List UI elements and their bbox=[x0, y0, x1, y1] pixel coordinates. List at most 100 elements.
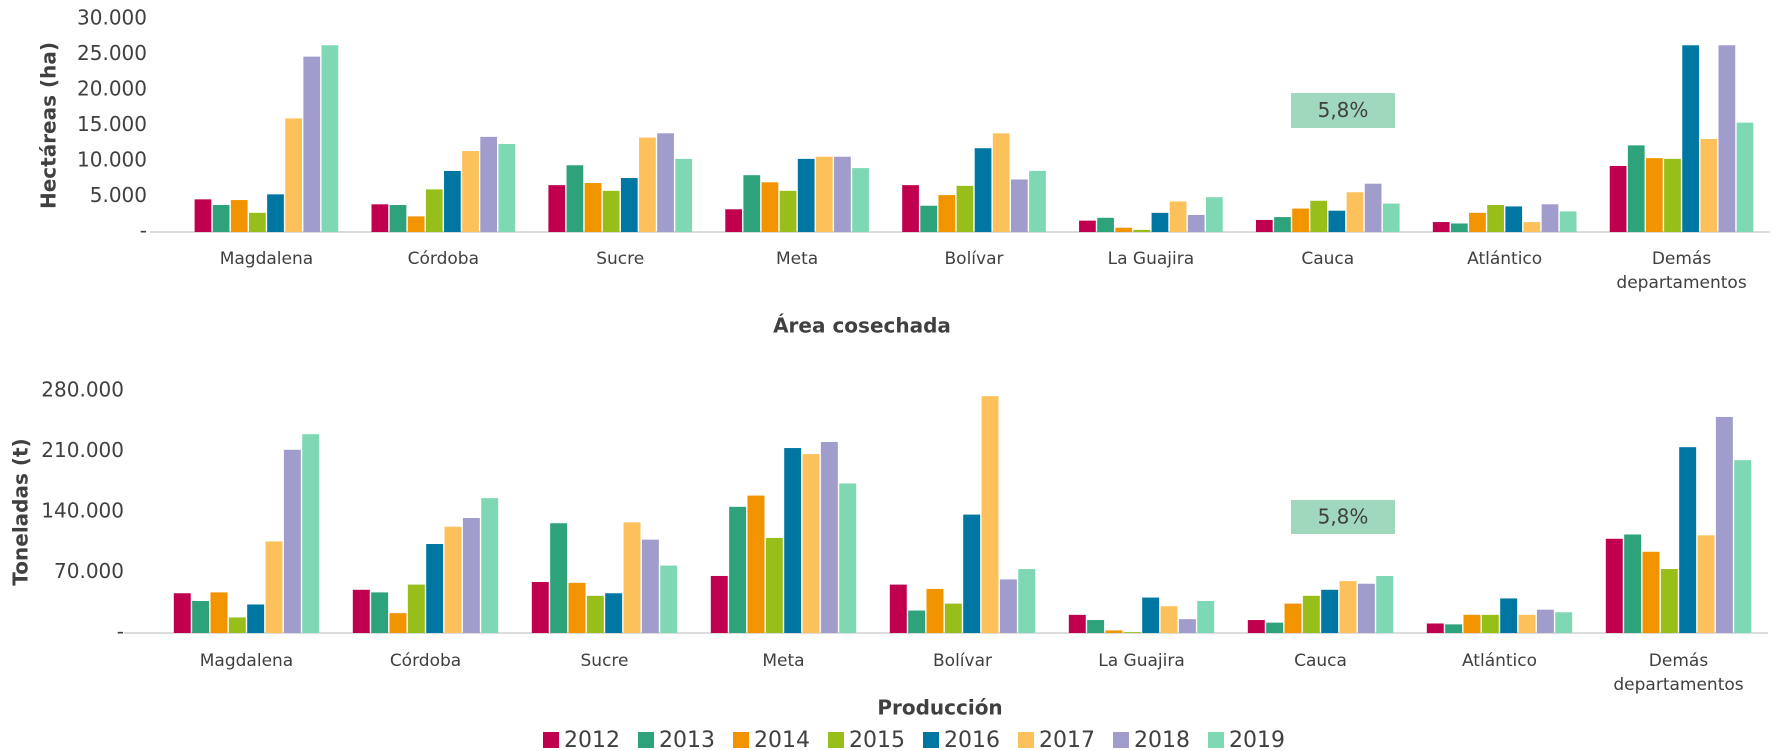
bar bbox=[623, 522, 641, 633]
bar bbox=[1642, 551, 1660, 633]
x-tick-label: Bolívar bbox=[944, 249, 1004, 269]
bar bbox=[1518, 614, 1536, 633]
bar bbox=[212, 205, 230, 232]
bar bbox=[371, 592, 389, 633]
bar bbox=[1266, 622, 1284, 633]
legend-label: 2013 bbox=[659, 728, 715, 751]
bar bbox=[1205, 197, 1223, 232]
legend-label: 2018 bbox=[1134, 728, 1190, 751]
x-tick-label: Sucre bbox=[596, 249, 645, 269]
bar bbox=[1274, 217, 1291, 232]
legend-swatch bbox=[638, 732, 654, 748]
bar bbox=[1097, 217, 1114, 232]
bar bbox=[1500, 598, 1518, 633]
bar bbox=[1029, 170, 1046, 232]
bar bbox=[586, 595, 604, 633]
legend-swatch bbox=[733, 732, 749, 748]
bar bbox=[1178, 619, 1196, 633]
bar bbox=[444, 170, 461, 232]
bar bbox=[1697, 535, 1715, 633]
bar bbox=[920, 205, 938, 232]
bar bbox=[908, 610, 926, 633]
bar bbox=[1682, 45, 1699, 232]
bar bbox=[1700, 138, 1718, 232]
bar bbox=[820, 441, 838, 633]
bar bbox=[1664, 158, 1681, 232]
bar bbox=[1555, 612, 1573, 633]
bar bbox=[1133, 229, 1151, 232]
bar bbox=[1660, 569, 1678, 633]
bar bbox=[1541, 204, 1559, 232]
annotation: 5,8% bbox=[1318, 98, 1369, 122]
x-tick-label: Meta bbox=[762, 651, 805, 671]
bar bbox=[1609, 165, 1627, 232]
bar bbox=[1310, 200, 1328, 232]
y-tick-label: 20.000 bbox=[77, 77, 147, 101]
y-axis-label: Hectáreas (ha) bbox=[37, 42, 61, 209]
bar bbox=[247, 604, 265, 633]
bar bbox=[902, 185, 919, 232]
bar bbox=[1302, 595, 1320, 633]
bar bbox=[321, 45, 339, 232]
bar bbox=[407, 584, 425, 633]
bar bbox=[1645, 158, 1663, 232]
x-tick-label: Demás departamentos bbox=[1616, 249, 1747, 293]
bar bbox=[285, 118, 303, 232]
bar bbox=[956, 185, 974, 232]
bar bbox=[1115, 227, 1133, 232]
bar bbox=[657, 133, 674, 232]
bar bbox=[1079, 220, 1096, 232]
x-tick-label: Atlántico bbox=[1467, 249, 1543, 269]
bar bbox=[1068, 614, 1086, 633]
bar bbox=[1087, 620, 1105, 633]
bar bbox=[1734, 460, 1752, 633]
bar bbox=[729, 506, 747, 633]
bar bbox=[1197, 601, 1215, 633]
bar bbox=[194, 199, 212, 232]
x-tick-label: Demás departamentos bbox=[1613, 651, 1744, 695]
y-tick-label: 280.000 bbox=[41, 378, 124, 402]
y-tick-label: 70.000 bbox=[54, 559, 124, 583]
bar bbox=[1718, 45, 1736, 232]
bar bbox=[1432, 222, 1450, 232]
x-tick-label: Meta bbox=[776, 249, 819, 269]
legend-swatch bbox=[1113, 732, 1129, 748]
y-tick-label: - bbox=[140, 219, 147, 243]
bar bbox=[173, 593, 191, 633]
y-tick-label: 15.000 bbox=[77, 112, 147, 136]
bar bbox=[660, 565, 678, 633]
bar bbox=[283, 449, 301, 633]
bar bbox=[352, 589, 370, 633]
annotation-box bbox=[1291, 93, 1395, 128]
chart-title: Producción bbox=[877, 696, 1002, 720]
bar bbox=[1010, 179, 1028, 232]
x-tick-label: Cauca bbox=[1301, 249, 1355, 269]
bar bbox=[210, 592, 228, 633]
bar bbox=[462, 518, 480, 633]
bar bbox=[974, 148, 992, 232]
bar bbox=[1463, 614, 1481, 633]
bar bbox=[1523, 222, 1541, 232]
bar bbox=[839, 483, 857, 633]
bar bbox=[743, 175, 761, 232]
bar bbox=[389, 205, 407, 232]
legend-label: 2014 bbox=[754, 728, 810, 751]
bar bbox=[765, 537, 783, 633]
bar bbox=[963, 514, 981, 633]
bar bbox=[1187, 214, 1205, 232]
bar bbox=[1715, 416, 1733, 633]
bar bbox=[1284, 603, 1302, 633]
bar bbox=[267, 194, 284, 232]
bar bbox=[802, 454, 820, 633]
bar bbox=[620, 178, 638, 232]
bar bbox=[926, 588, 944, 633]
y-axis-label: Toneladas (t) bbox=[9, 438, 33, 585]
legend-swatch bbox=[1018, 732, 1034, 748]
bar bbox=[675, 158, 693, 232]
bar bbox=[265, 541, 283, 633]
x-tick-label: Magdalena bbox=[219, 249, 314, 269]
x-tick-label: Bolívar bbox=[933, 651, 992, 671]
bar bbox=[568, 582, 586, 633]
